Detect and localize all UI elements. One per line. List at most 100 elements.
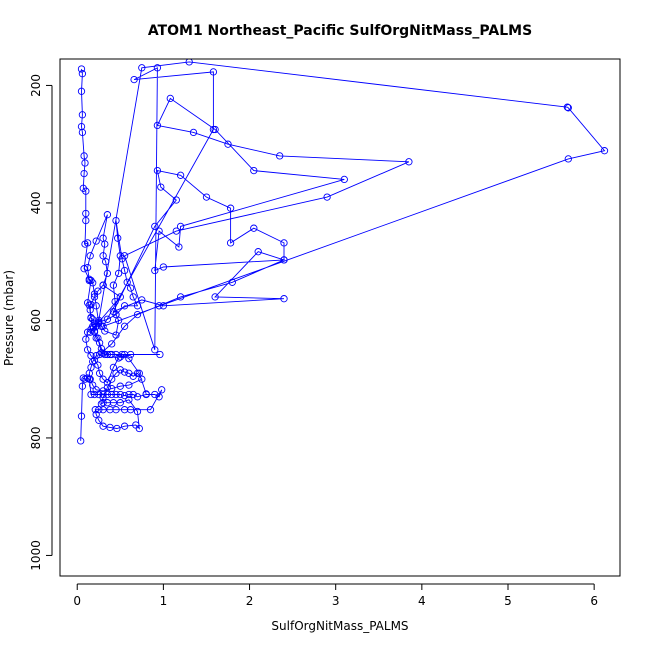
data-point: [254, 248, 262, 256]
data-point: [156, 350, 164, 359]
data-point: [151, 390, 159, 399]
data-point: [86, 328, 94, 336]
data-point: [176, 293, 185, 301]
x-axis: 0 1 2 3 4 5 6: [73, 583, 598, 608]
data-point: [159, 263, 168, 271]
data-point: [77, 87, 86, 95]
data-point: [120, 368, 129, 376]
data-point: [95, 316, 103, 325]
data-point: [276, 152, 284, 160]
data-point: [172, 196, 180, 204]
x-tick-label: 0: [73, 594, 81, 608]
data-point: [90, 328, 99, 336]
data-point: [123, 278, 131, 286]
data-point: [99, 390, 107, 399]
data-point: [89, 381, 97, 389]
data-point: [87, 390, 95, 399]
data-point: [83, 328, 92, 336]
data-point: [92, 386, 100, 394]
data-point: [92, 302, 100, 310]
data-point: [280, 295, 288, 303]
data-point: [189, 128, 198, 137]
data-point: [113, 424, 121, 433]
data-point: [95, 416, 103, 424]
data-point: [133, 393, 142, 401]
data-point: [78, 111, 87, 119]
data-point: [83, 299, 92, 307]
data-point: [87, 352, 95, 360]
data-point: [80, 169, 88, 178]
data-point: [106, 350, 114, 359]
data-point: [108, 375, 116, 383]
x-tick-label: 5: [504, 594, 512, 608]
data-point: [80, 265, 88, 273]
data-point: [125, 390, 133, 399]
data-point: [135, 424, 143, 433]
data-point: [116, 353, 124, 361]
data-point: [116, 399, 124, 407]
data-point: [250, 166, 258, 175]
data-point: [280, 239, 288, 247]
data-point: [77, 65, 86, 73]
data-point: [81, 159, 89, 167]
data-point: [97, 400, 106, 408]
data-point: [85, 275, 93, 283]
data-point: [112, 369, 120, 377]
data-point: [82, 216, 90, 225]
data-point: [90, 390, 99, 399]
data-point: [176, 222, 185, 231]
data-point: [116, 293, 124, 301]
data-point: [172, 227, 180, 235]
data-point: [118, 350, 126, 359]
data-point: [82, 187, 90, 195]
data-point: [155, 302, 163, 310]
plot-clip-group: [77, 59, 609, 445]
data-point: [106, 423, 114, 432]
x-tick-label: 4: [418, 594, 426, 608]
data-point: [159, 302, 168, 310]
data-point: [151, 266, 159, 275]
data-point: [97, 349, 106, 357]
data-point: [125, 396, 133, 404]
data-point: [323, 193, 331, 201]
data-point: [114, 316, 123, 325]
x-tick-label: 6: [590, 594, 598, 608]
data-point: [94, 334, 102, 342]
plot-area: [77, 59, 609, 445]
y-tick-label: 600: [29, 309, 43, 332]
data-point: [209, 68, 218, 76]
data-point: [99, 387, 107, 395]
data-point: [600, 147, 609, 155]
data-point: [138, 296, 146, 304]
data-point: [99, 252, 107, 260]
data-point: [133, 310, 142, 319]
data-point: [176, 171, 185, 179]
data-point: [87, 313, 95, 322]
y-tick-label: 1000: [29, 540, 43, 571]
data-point: [77, 412, 86, 420]
data-point: [85, 301, 93, 309]
data-point: [120, 322, 129, 330]
data-point: [116, 366, 124, 374]
y-axis: 200 400 600 800 1000: [29, 74, 53, 571]
data-point: [340, 175, 348, 184]
data-point: [125, 381, 133, 389]
data-point: [90, 356, 99, 365]
data-point: [563, 103, 572, 111]
data-point: [564, 104, 572, 112]
data-point: [83, 239, 92, 247]
data-point: [153, 64, 162, 72]
data-point: [129, 390, 137, 399]
data-point: [78, 128, 87, 137]
data-point: [157, 183, 165, 191]
data-point: [120, 266, 129, 275]
data-point: [80, 152, 88, 160]
data-point: [125, 354, 133, 363]
data-point: [153, 166, 162, 175]
data-point: [166, 94, 174, 103]
data-point: [120, 350, 129, 359]
x-axis-label: SulfOrgNitMass_PALMS: [271, 619, 408, 633]
data-point: [114, 234, 122, 242]
data-point: [112, 390, 120, 399]
